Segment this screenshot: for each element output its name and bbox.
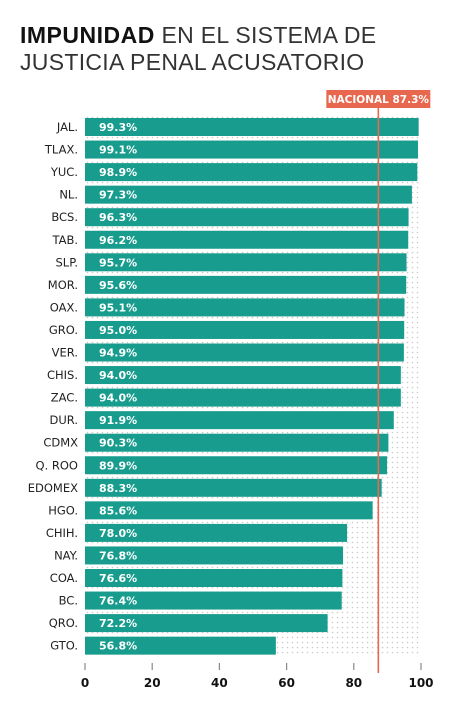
dotted-background	[85, 116, 421, 657]
category-label: YUC.	[50, 165, 78, 179]
bar	[85, 185, 412, 204]
bar-value-label: 85.6%	[99, 504, 137, 517]
bar	[85, 118, 419, 136]
category-label: CDMX	[43, 436, 78, 450]
bar	[85, 208, 409, 227]
national-reference-label: NACIONAL 87.3%	[328, 94, 430, 106]
bar-value-label: 76.6%	[99, 572, 137, 585]
category-label: GRO.	[49, 323, 78, 337]
bar	[85, 230, 409, 249]
category-label: TAB.	[51, 233, 78, 247]
bar	[85, 546, 344, 565]
bar	[85, 501, 373, 520]
bar-value-label: 72.2%	[99, 617, 137, 630]
bar-value-label: 76.4%	[99, 595, 137, 608]
category-label: TLAX.	[44, 143, 78, 157]
bar	[85, 433, 389, 452]
bar-value-label: 96.3%	[99, 211, 137, 224]
bar	[85, 343, 404, 362]
category-label: OAX.	[50, 300, 78, 314]
bar-value-label: 94.0%	[99, 369, 137, 382]
bar-value-label: 88.3%	[99, 482, 137, 495]
chart-title: IMPUNIDAD EN EL SISTEMA DE JUSTICIA PENA…	[20, 22, 460, 76]
bar-value-label: 89.9%	[99, 459, 137, 472]
national-reference-badge	[326, 90, 431, 108]
bar-value-label: 76.8%	[99, 549, 137, 562]
x-tick-label: 40	[211, 676, 228, 690]
category-label: CHIS.	[47, 368, 78, 382]
bar-value-label: 96.2%	[99, 234, 137, 247]
bar-value-label: 98.9%	[99, 166, 137, 179]
bar	[85, 388, 401, 407]
bar	[85, 253, 407, 272]
category-label: MOR.	[48, 278, 78, 292]
bar-value-label: 95.1%	[99, 301, 137, 314]
bar-value-label: 95.6%	[99, 279, 137, 292]
bar	[85, 523, 348, 542]
bar-value-label: 95.7%	[99, 256, 137, 269]
category-label: VER.	[52, 346, 78, 360]
x-tick-label: 0	[81, 676, 89, 690]
bar-value-label: 95.0%	[99, 324, 137, 337]
bar	[85, 140, 418, 159]
category-label: EDOMEX	[28, 481, 78, 495]
category-label: NAY.	[54, 548, 78, 562]
bar-value-label: 78.0%	[99, 527, 137, 540]
x-tick-label: 20	[144, 676, 161, 690]
bar-value-label: 94.0%	[99, 392, 137, 405]
category-label: ZAC.	[51, 391, 78, 405]
category-label: QRO.	[49, 616, 78, 630]
bar-value-label: 99.3%	[99, 121, 137, 134]
bar-value-label: 91.9%	[99, 414, 137, 427]
bar	[85, 569, 343, 587]
bar	[85, 411, 394, 430]
bar	[85, 614, 328, 633]
category-label: BCS.	[51, 210, 78, 224]
bar	[85, 163, 418, 182]
bar	[85, 320, 405, 339]
bar	[85, 591, 342, 610]
x-tick-label: 60	[278, 676, 295, 690]
bar-value-label: 99.1%	[99, 144, 137, 157]
chart-title-rest: EN EL SISTEMA DE JUSTICIA PENAL ACUSATOR…	[20, 22, 377, 75]
category-label: DUR.	[49, 413, 78, 427]
bar	[85, 275, 407, 294]
chart-title-bold: IMPUNIDAD	[20, 22, 155, 48]
bar	[85, 298, 405, 317]
bar	[85, 478, 382, 497]
bar-value-label: 94.9%	[99, 347, 137, 360]
category-label: COA.	[50, 571, 78, 585]
bar	[85, 366, 401, 385]
bar-value-label: 97.3%	[99, 189, 137, 202]
bar-value-label: 56.8%	[99, 640, 137, 653]
category-label: GTO.	[50, 639, 78, 653]
category-label: HGO.	[48, 503, 78, 517]
category-label: BC.	[59, 594, 78, 608]
category-label: SLP.	[55, 255, 78, 269]
bar	[85, 636, 276, 655]
bar	[85, 456, 388, 475]
category-label: NL.	[59, 188, 78, 202]
x-tick-label: 80	[345, 676, 362, 690]
bar-value-label: 90.3%	[99, 437, 137, 450]
category-label: CHIH.	[46, 526, 78, 540]
category-label: JAL.	[56, 120, 78, 134]
x-tick-label: 100	[408, 676, 433, 690]
category-label: Q. ROO	[36, 458, 78, 472]
